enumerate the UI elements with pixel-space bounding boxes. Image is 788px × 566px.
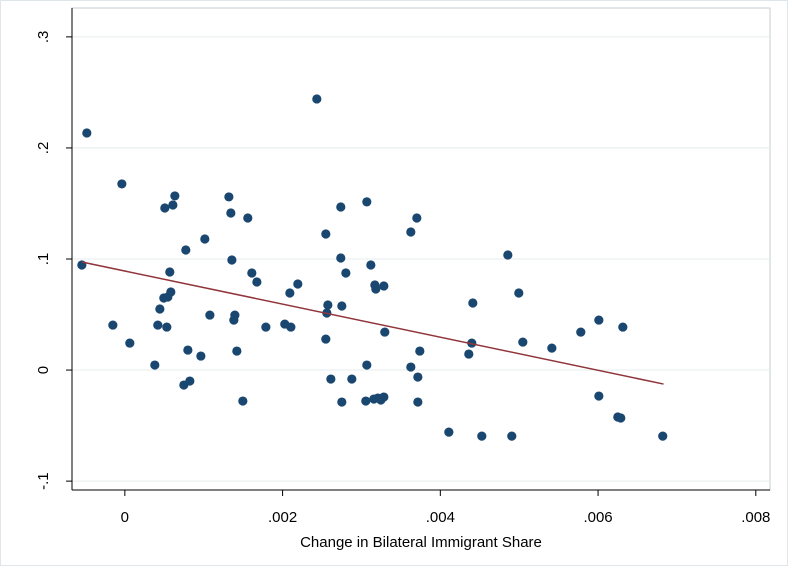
data-point [413,372,423,382]
data-point [82,128,92,138]
data-point [413,397,423,407]
data-point [336,202,346,212]
data-point [518,337,528,347]
data-point [337,301,347,311]
data-point [379,392,389,402]
data-point [594,391,604,401]
data-point [371,284,381,294]
y-tick-label: .3 [35,31,52,44]
data-point [361,396,371,406]
data-point [196,351,206,361]
data-point [153,320,163,330]
data-point [618,322,628,332]
data-point [185,376,195,386]
data-point [366,260,376,270]
data-point [507,431,517,441]
data-point [205,310,215,320]
data-point [150,360,160,370]
x-tick-label: .004 [426,509,455,526]
y-tick-label: .2 [35,142,52,155]
data-point [347,374,357,384]
data-point [468,298,478,308]
data-point [232,346,242,356]
data-point [406,227,416,237]
data-point [464,349,474,359]
y-tick-label: -.1 [35,472,52,490]
data-point [341,268,351,278]
data-point [168,200,178,210]
data-point [183,345,193,355]
data-point [547,343,557,353]
data-point [415,346,425,356]
data-point [243,213,253,223]
data-point [293,279,303,289]
data-point [514,288,524,298]
x-axis-label: Change in Bilateral Immigrant Share [300,534,542,551]
data-point [594,315,604,325]
data-point [576,327,586,337]
data-point [380,327,390,337]
data-point [125,338,135,348]
data-point [261,322,271,332]
data-point [362,197,372,207]
data-point [238,396,248,406]
y-tick-label: .1 [35,253,52,266]
data-point [285,288,295,298]
y-tick-label: 0 [35,366,52,374]
data-point [321,334,331,344]
data-point [160,203,170,213]
data-point [503,250,513,260]
x-tick-label: 0 [121,509,129,526]
data-point [616,413,626,423]
data-point [117,179,127,189]
data-point [362,360,372,370]
data-point [165,267,175,277]
x-tick-label: .002 [268,509,297,526]
data-point [170,191,180,201]
data-point [406,362,416,372]
data-point [321,229,331,239]
data-point [323,300,333,310]
data-point [379,281,389,291]
data-point [312,94,322,104]
data-point [226,208,236,218]
data-point [337,397,347,407]
data-point [227,255,237,265]
data-point [412,213,422,223]
data-point [224,192,234,202]
data-point [326,374,336,384]
data-point [155,304,165,314]
fit-line [81,261,664,385]
data-point [444,427,454,437]
plot-region [71,7,771,491]
data-point [230,310,240,320]
x-tick-label: .006 [583,509,612,526]
data-point [166,287,176,297]
data-point [181,245,191,255]
x-tick-label: .008 [741,509,770,526]
data-point [247,268,257,278]
data-point [336,253,346,263]
data-point [200,234,210,244]
data-point [477,431,487,441]
data-point [108,320,118,330]
data-point [286,322,296,332]
data-point [658,431,668,441]
data-point [252,277,262,287]
data-point [162,322,172,332]
data-point [77,260,87,270]
